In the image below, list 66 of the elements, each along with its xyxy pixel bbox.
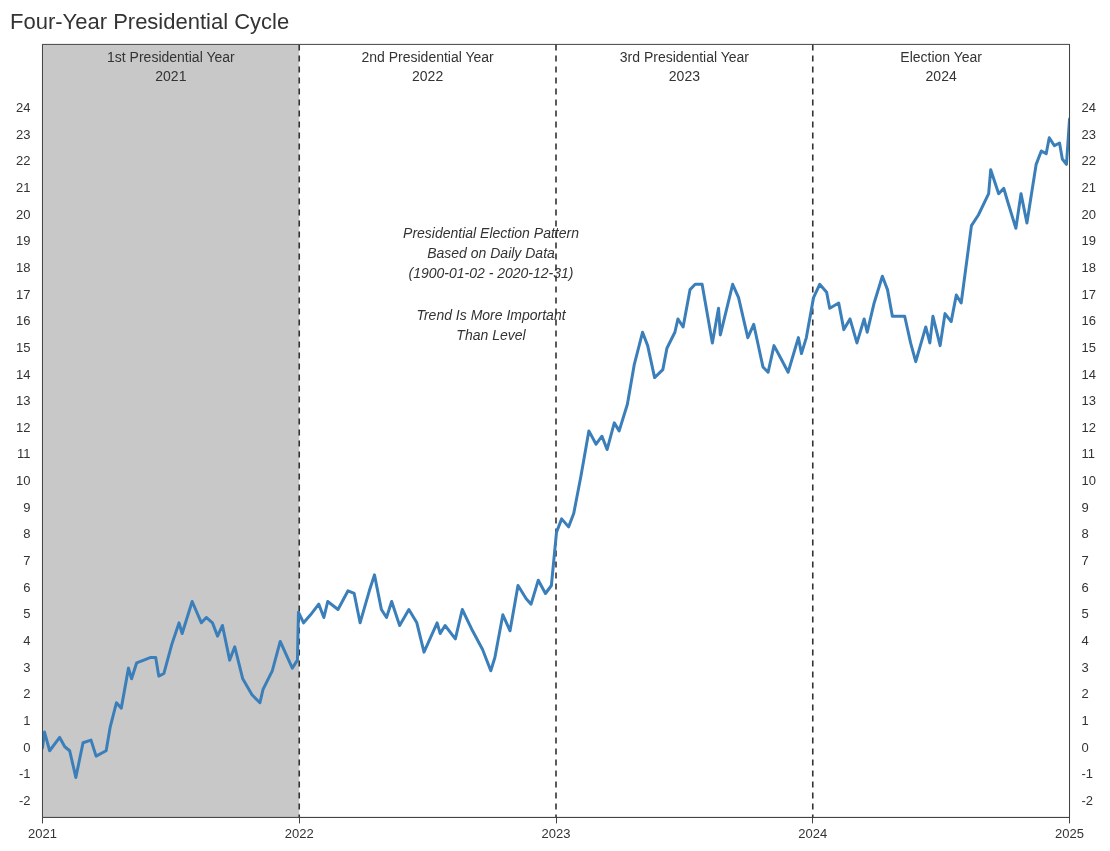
y2-tick-label: 24 xyxy=(1081,99,1097,115)
y2-tick-label: 20 xyxy=(1081,206,1097,222)
y-tick-label: 7 xyxy=(23,553,31,569)
y-tick-label: 8 xyxy=(23,526,31,542)
y-tick-label: 22 xyxy=(15,153,31,169)
y-tick-label: 12 xyxy=(15,419,31,435)
y2-tick-label: 17 xyxy=(1081,286,1097,302)
y2-tick-label: 22 xyxy=(1081,153,1097,169)
y-tick-label: 10 xyxy=(15,473,31,489)
annotation: 1st Presidential Year 2021 xyxy=(107,49,235,85)
y2-tick-label: 23 xyxy=(1081,126,1097,142)
y2-tick-label: 16 xyxy=(1081,313,1097,329)
y-tick-label: 9 xyxy=(23,499,31,515)
chart-title: Four-Year Presidential Cycle xyxy=(10,9,290,35)
y-tick-label: 1 xyxy=(23,713,31,729)
x-tick-label: 2021 xyxy=(28,825,57,841)
y2-tick-label: 15 xyxy=(1081,339,1097,355)
annotation: Election Year 2024 xyxy=(900,49,983,85)
y2-tick-label: 3 xyxy=(1081,659,1089,675)
annotation: 3rd Presidential Year 2023 xyxy=(619,49,750,85)
y-tick-label: 14 xyxy=(15,366,31,382)
y2-tick-label: 13 xyxy=(1081,393,1097,409)
y-tick-label: 23 xyxy=(15,126,31,142)
y2-tick-label: 10 xyxy=(1081,473,1097,489)
y2-tick-label: 7 xyxy=(1081,553,1089,569)
y-tick-label: -2 xyxy=(18,792,31,808)
y-tick-label: 16 xyxy=(15,313,31,329)
y2-tick-label: 18 xyxy=(1081,259,1097,275)
y-tick-label: 0 xyxy=(23,739,31,755)
y-tick-label: 11 xyxy=(16,446,31,462)
y2-tick-label: 4 xyxy=(1081,633,1089,649)
y2-tick-label: -2 xyxy=(1081,792,1094,808)
y2-tick-label: 6 xyxy=(1081,579,1089,595)
annotation: Trend Is More Important Than Level xyxy=(416,306,567,343)
y-tick-label: 17 xyxy=(15,286,31,302)
y2-tick-label: 11 xyxy=(1081,446,1096,462)
annotation: 2nd Presidential Year 2022 xyxy=(361,49,495,85)
y2-tick-label: 1 xyxy=(1081,713,1089,729)
y2-tick-label: 9 xyxy=(1081,499,1089,515)
x-tick-label: 2022 xyxy=(284,825,314,841)
y-tick-label: 2 xyxy=(23,686,31,702)
y-tick-label: 18 xyxy=(15,259,31,275)
y-tick-label: 6 xyxy=(23,579,31,595)
y2-tick-label: 2 xyxy=(1081,686,1089,702)
y-tick-label: 3 xyxy=(23,659,31,675)
x-tick-label: 2023 xyxy=(541,825,571,841)
y2-tick-label: 8 xyxy=(1081,526,1089,542)
y2-tick-label: 14 xyxy=(1081,366,1097,382)
x-tick-label: 2025 xyxy=(1055,825,1084,841)
y-tick-label: 13 xyxy=(15,393,31,409)
y-tick-label: 15 xyxy=(15,339,31,355)
y2-tick-label: 12 xyxy=(1081,419,1097,435)
y-tick-label: 5 xyxy=(23,606,31,622)
y2-tick-label: 0 xyxy=(1081,739,1089,755)
y2-tick-label: 19 xyxy=(1081,233,1097,249)
y-tick-label: 19 xyxy=(15,233,31,249)
y-tick-label: 21 xyxy=(15,179,31,195)
annotation: Presidential Election Pattern Based on Daily Data (1900-01-02 - 2020-12-31) xyxy=(403,224,580,281)
y-tick-label: -1 xyxy=(18,766,31,782)
y2-tick-label: -1 xyxy=(1081,766,1094,782)
y-tick-label: 20 xyxy=(15,206,31,222)
y-tick-label: 4 xyxy=(23,633,31,649)
y2-tick-label: 21 xyxy=(1081,179,1097,195)
y2-tick-label: 5 xyxy=(1081,606,1089,622)
x-tick-label: 2024 xyxy=(798,825,828,841)
y-tick-label: 24 xyxy=(15,99,31,115)
